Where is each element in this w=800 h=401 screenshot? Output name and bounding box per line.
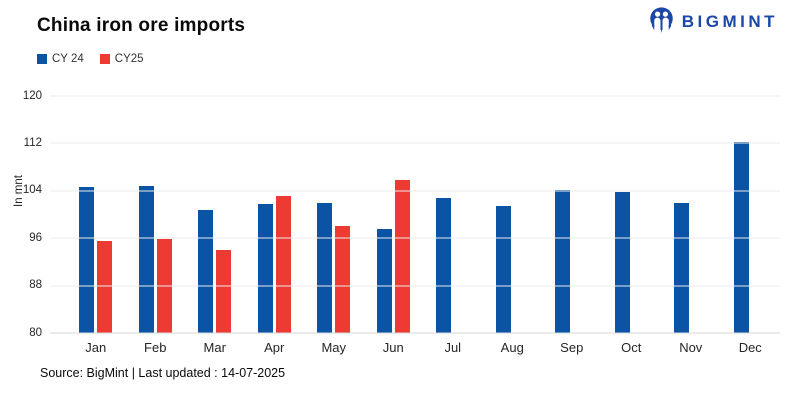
- legend-label-cy24: CY 24: [52, 53, 84, 65]
- bar-group-nov: [661, 96, 721, 333]
- y-tick-112: 112: [23, 136, 42, 149]
- bar-group-may: [304, 96, 364, 333]
- x-tick-may: May: [321, 340, 347, 355]
- gridline-104: [50, 190, 780, 192]
- bar-cy24-may: [317, 202, 333, 333]
- y-tick-88: 88: [29, 278, 42, 291]
- bar-group-sep: [542, 96, 602, 333]
- legend-item-cy24[interactable]: CY 24: [37, 53, 84, 65]
- y-tick-96: 96: [29, 231, 42, 244]
- chart-legend: CY 24 CY25: [37, 53, 144, 65]
- x-tick-apr: Apr: [264, 340, 285, 355]
- x-tick-dec: Dec: [738, 340, 762, 355]
- gridline-120: [50, 95, 780, 97]
- x-tick-jun: Jun: [382, 340, 404, 355]
- bar-chart-plot-area: In mnt 80 88 96 104 112 120: [13, 90, 780, 338]
- x-tick-mar: Mar: [203, 340, 226, 355]
- gridline-80: [50, 332, 780, 334]
- cy25-swatch-icon: [99, 54, 110, 64]
- bar-cy25-may: [335, 225, 351, 333]
- bar-cy24-apr: [257, 203, 273, 333]
- bar-cy24-mar: [198, 210, 214, 333]
- bar-cy24-aug: [495, 206, 511, 333]
- y-tick-80: 80: [29, 326, 42, 339]
- bar-group-apr: [245, 96, 305, 333]
- bar-group-aug: [483, 96, 543, 333]
- bigmint-logo: BIGMINT: [647, 6, 778, 37]
- bar-group-jul: [423, 96, 483, 333]
- bigmint-logo-text: BIGMINT: [681, 11, 778, 31]
- bigmint-logo-icon: [649, 7, 673, 34]
- legend-label-cy25: CY25: [114, 53, 144, 65]
- x-tick-aug: Aug: [500, 340, 524, 355]
- x-tick-sep: Sep: [560, 340, 584, 355]
- x-tick-oct: Oct: [621, 340, 642, 355]
- x-axis-labels: Jan Feb Mar Apr May Jun Jul Aug Sep Oct Nov Dec: [66, 340, 780, 355]
- bar-cy25-apr: [275, 196, 291, 333]
- bars-container: [66, 96, 780, 333]
- x-tick-jan: Jan: [85, 340, 107, 355]
- bar-cy24-feb: [138, 186, 154, 333]
- gridline-112: [50, 142, 780, 144]
- bar-group-jan: [66, 96, 126, 333]
- page-title: China iron ore imports: [37, 15, 246, 36]
- bar-cy25-jan: [97, 240, 113, 333]
- bar-group-oct: [602, 96, 662, 333]
- bar-group-jun: [364, 96, 424, 333]
- bar-group-dec: [721, 96, 781, 333]
- gridline-96: [50, 237, 780, 239]
- legend-item-cy25[interactable]: CY25: [99, 53, 144, 65]
- gridline-88: [50, 285, 780, 287]
- source-note: Source: BigMint | Last updated : 14-07-2…: [40, 366, 286, 380]
- bar-cy24-oct: [614, 192, 630, 333]
- y-tick-120: 120: [22, 89, 42, 102]
- bar-cy24-jan: [79, 186, 95, 333]
- bar-group-mar: [185, 96, 245, 333]
- bar-cy24-jul: [436, 197, 452, 333]
- bar-cy25-mar: [216, 250, 232, 333]
- bar-group-feb: [126, 96, 186, 333]
- x-tick-feb: Feb: [144, 340, 167, 355]
- y-tick-104: 104: [22, 184, 42, 197]
- bar-cy24-nov: [674, 203, 690, 333]
- x-tick-jul: Jul: [444, 340, 462, 355]
- bar-cy24-sep: [555, 190, 571, 333]
- cy24-swatch-icon: [37, 54, 47, 64]
- bar-cy25-jun: [394, 179, 410, 333]
- bar-cy24-jun: [376, 228, 392, 333]
- x-tick-nov: Nov: [679, 340, 703, 355]
